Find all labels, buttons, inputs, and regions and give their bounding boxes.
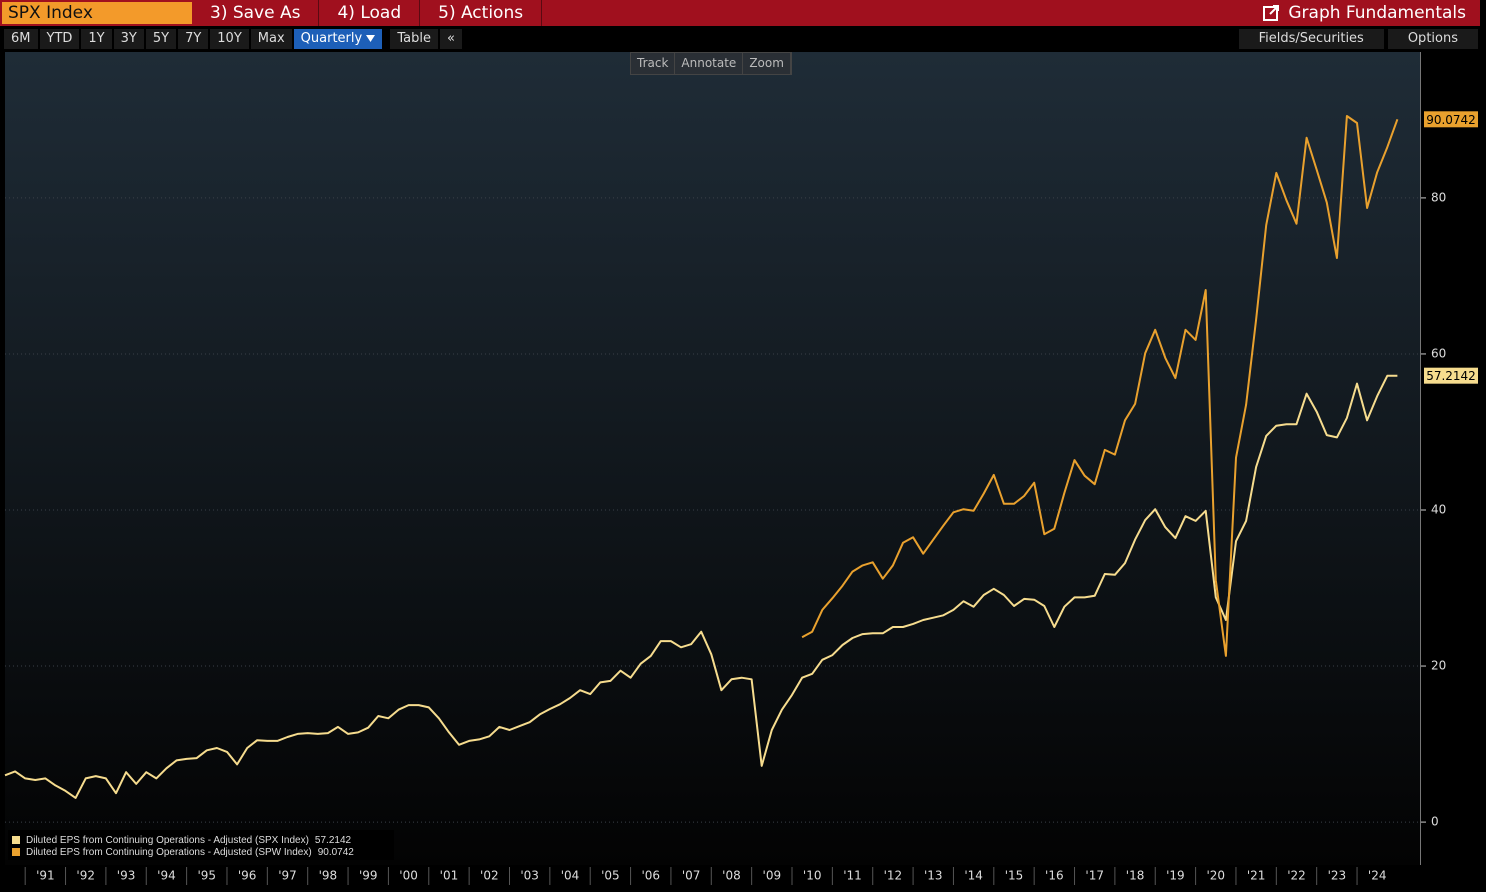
x-tick-label: '12 bbox=[884, 869, 903, 883]
range-button[interactable]: 7Y bbox=[178, 29, 209, 49]
x-tick-label: '92 bbox=[76, 869, 95, 883]
table-button[interactable]: Table bbox=[390, 29, 438, 49]
collapse-button[interactable]: « bbox=[439, 29, 462, 49]
tool-button[interactable]: Zoom bbox=[743, 53, 791, 74]
x-tick-label: '22 bbox=[1287, 869, 1306, 883]
fields-button[interactable]: Fields/Securities bbox=[1238, 29, 1384, 49]
x-tick-label: '10 bbox=[803, 869, 822, 883]
menu: 3) Save As 4) Load 5) Actions bbox=[192, 0, 543, 26]
tool-button[interactable]: Annotate bbox=[675, 53, 744, 74]
x-tick-label: '19 bbox=[1166, 869, 1185, 883]
x-tick-label: '13 bbox=[924, 869, 943, 883]
legend-box bbox=[8, 830, 394, 860]
legend-swatch bbox=[12, 848, 20, 856]
y-tick-label: 80 bbox=[1431, 190, 1446, 204]
periodicity-label: Quarterly bbox=[300, 31, 363, 46]
x-tick-label: '16 bbox=[1045, 869, 1064, 883]
x-tick-label: '07 bbox=[682, 869, 701, 883]
ranges: 6M YTD 1Y 3Y 5Y 7Y 10Y Max bbox=[4, 29, 294, 49]
legend-swatch bbox=[12, 836, 20, 844]
legend-name: Diluted EPS from Continuing Operations -… bbox=[26, 847, 312, 858]
series-line bbox=[801, 115, 1399, 657]
export-icon bbox=[1263, 5, 1280, 21]
range-button[interactable]: 5Y bbox=[145, 29, 177, 49]
x-tick-label: '21 bbox=[1247, 869, 1266, 883]
x-tick-label: '01 bbox=[440, 869, 459, 883]
legend-value: 90.0742 bbox=[318, 847, 355, 858]
x-tick-label: '24 bbox=[1368, 869, 1387, 883]
x-tick-label: '06 bbox=[641, 869, 660, 883]
x-tick-label: '91 bbox=[36, 869, 55, 883]
range-button[interactable]: 3Y bbox=[113, 29, 144, 49]
range-button[interactable]: 6M bbox=[4, 29, 38, 49]
x-tick-label: '08 bbox=[722, 869, 741, 883]
y-tick-label: 0 bbox=[1431, 815, 1439, 829]
right-buttons: Fields/Securities Options bbox=[1238, 29, 1480, 49]
range-button[interactable]: Max bbox=[250, 29, 292, 49]
range-button[interactable]: 1Y bbox=[81, 29, 112, 49]
y-tick-label: 20 bbox=[1431, 659, 1446, 673]
function-title[interactable]: Graph Fundamentals bbox=[1288, 3, 1466, 23]
x-tick-label: '02 bbox=[480, 869, 499, 883]
periodicity[interactable]: Quarterly bbox=[293, 29, 383, 49]
series-line bbox=[4, 374, 1398, 799]
x-tick-label: '98 bbox=[319, 869, 338, 883]
menu-item[interactable]: 5) Actions bbox=[420, 0, 543, 26]
last-value-tag bbox=[1424, 367, 1478, 384]
x-tick-label: '17 bbox=[1085, 869, 1104, 883]
last-value-label: 57.2142 bbox=[1426, 369, 1476, 383]
title-group: Graph Fundamentals bbox=[1262, 3, 1480, 23]
x-tick-label: '00 bbox=[399, 869, 418, 883]
x-tick-label: '04 bbox=[561, 869, 580, 883]
x-axis-strip bbox=[5, 865, 1420, 886]
x-tick-label: '14 bbox=[964, 869, 983, 883]
legend-name: Diluted EPS from Continuing Operations -… bbox=[26, 835, 309, 846]
legend-label: Diluted EPS from Continuing Operations -… bbox=[26, 835, 352, 846]
x-tick-label: '05 bbox=[601, 869, 620, 883]
legend-value: 57.2142 bbox=[315, 835, 352, 846]
options-button[interactable]: Options bbox=[1387, 29, 1478, 49]
range-button[interactable]: YTD bbox=[39, 29, 80, 49]
y-tick-label: 40 bbox=[1431, 502, 1446, 516]
last-value-label: 90.0742 bbox=[1426, 113, 1476, 127]
top-bar: SPX Index 3) Save As 4) Load 5) Actions Gr… bbox=[0, 0, 1480, 26]
x-tick-label: '18 bbox=[1126, 869, 1145, 883]
x-tick-label: '97 bbox=[278, 869, 297, 883]
x-tick-label: '09 bbox=[763, 869, 782, 883]
range-button[interactable]: 10Y bbox=[210, 29, 249, 49]
dropdown-icon bbox=[366, 35, 376, 42]
ticker-input[interactable]: SPX Index bbox=[2, 2, 192, 24]
menu-item[interactable]: 4) Load bbox=[319, 0, 421, 26]
x-tick-label: '95 bbox=[198, 869, 217, 883]
x-tick-label: '96 bbox=[238, 869, 257, 883]
x-tick-label: '20 bbox=[1206, 869, 1225, 883]
x-tick-label: '93 bbox=[117, 869, 136, 883]
x-tick-label: '11 bbox=[843, 869, 862, 883]
y-tick-label: 60 bbox=[1431, 346, 1446, 360]
x-tick-label: '99 bbox=[359, 869, 378, 883]
last-value-tag bbox=[1424, 111, 1478, 128]
menu-item[interactable]: 3) Save As bbox=[192, 0, 320, 26]
plot-area bbox=[5, 52, 1420, 865]
x-tick-label: '15 bbox=[1005, 869, 1024, 883]
legend-label: Diluted EPS from Continuing Operations -… bbox=[26, 847, 354, 858]
tool-button[interactable]: Track bbox=[631, 53, 676, 74]
x-tick-label: '03 bbox=[520, 869, 539, 883]
chart-tools: Track Annotate Zoom bbox=[630, 52, 792, 75]
x-tick-label: '23 bbox=[1328, 869, 1347, 883]
x-tick-label: '94 bbox=[157, 869, 176, 883]
range-bar: 6M YTD 1Y 3Y 5Y 7Y 10Y Max Quarterly Table « Fi… bbox=[0, 28, 1480, 50]
